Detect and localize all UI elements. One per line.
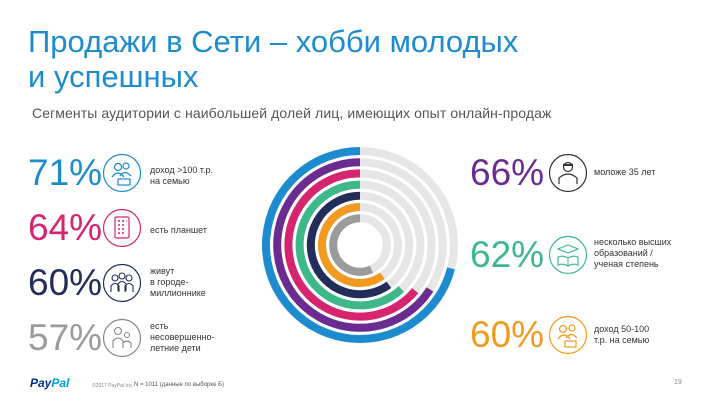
stat-income-high: 71% доход >100 т.р. на семью — [28, 150, 258, 200]
ring-bar-4 — [295, 180, 405, 310]
income-mid-icon — [548, 315, 588, 355]
ring-bar-3 — [284, 169, 419, 321]
stat-income-mid: 60% доход 50-100 т.р. на семью — [470, 312, 710, 362]
children-icon — [102, 318, 142, 358]
income-family-icon — [102, 153, 142, 193]
sample-note: N = 1011 (данные по выборке Б) — [134, 382, 225, 388]
radial-bar-chart — [262, 147, 458, 343]
title-line-1: Продажи в Сети – хобби молодых — [28, 24, 519, 59]
ring-bar-7 — [329, 214, 374, 276]
stat-children: 57% есть несовершенно- летние дети — [28, 315, 258, 365]
copyright: ©2017 PayPal Inc. — [92, 383, 134, 389]
education-icon — [548, 235, 588, 275]
stat-value: 60% — [470, 314, 545, 355]
stat-label: доход 50-100 т.р. на семью — [594, 324, 650, 345]
stat-value: 57% — [28, 317, 103, 358]
stat-label: есть планшет — [150, 225, 207, 235]
stat-value: 71% — [28, 152, 103, 193]
ring-bar-6 — [318, 203, 385, 287]
stat-value: 62% — [470, 234, 545, 275]
stat-tablet: 64% есть планшет — [28, 205, 258, 255]
title-line-2: и успешных — [28, 59, 199, 94]
city-crowd-icon — [102, 263, 142, 303]
page-number: 19 — [674, 379, 682, 386]
stat-label: несколько высших образований / ученая ст… — [594, 237, 672, 269]
ring-bar-1 — [262, 147, 455, 343]
stat-education: 62% несколько высших образований / учена… — [470, 232, 710, 282]
tablet-icon — [102, 208, 142, 248]
stat-value: 66% — [470, 152, 545, 193]
ring-bar-2 — [273, 158, 434, 332]
ring-bar-5 — [306, 191, 392, 299]
young-person-icon — [548, 153, 588, 193]
stat-young: 66% моложе 35 лет — [470, 150, 710, 200]
stat-city: 60% живут в городе- миллионнике — [28, 260, 258, 310]
stat-label: моложе 35 лет — [594, 167, 656, 177]
stat-value: 64% — [28, 207, 103, 248]
page-subtitle: Сегменты аудитории с наибольшей долей ли… — [32, 105, 552, 121]
stat-label: живут в городе- миллионнике — [150, 266, 206, 298]
stat-label: доход >100 т.р. на семью — [150, 165, 214, 186]
stat-value: 60% — [28, 262, 103, 303]
stat-label: есть несовершенно- летние дети — [150, 321, 215, 353]
paypal-logo: PayPal — [30, 376, 70, 390]
page-title: Продажи в Сети – хобби молодых и успешны… — [28, 24, 628, 94]
